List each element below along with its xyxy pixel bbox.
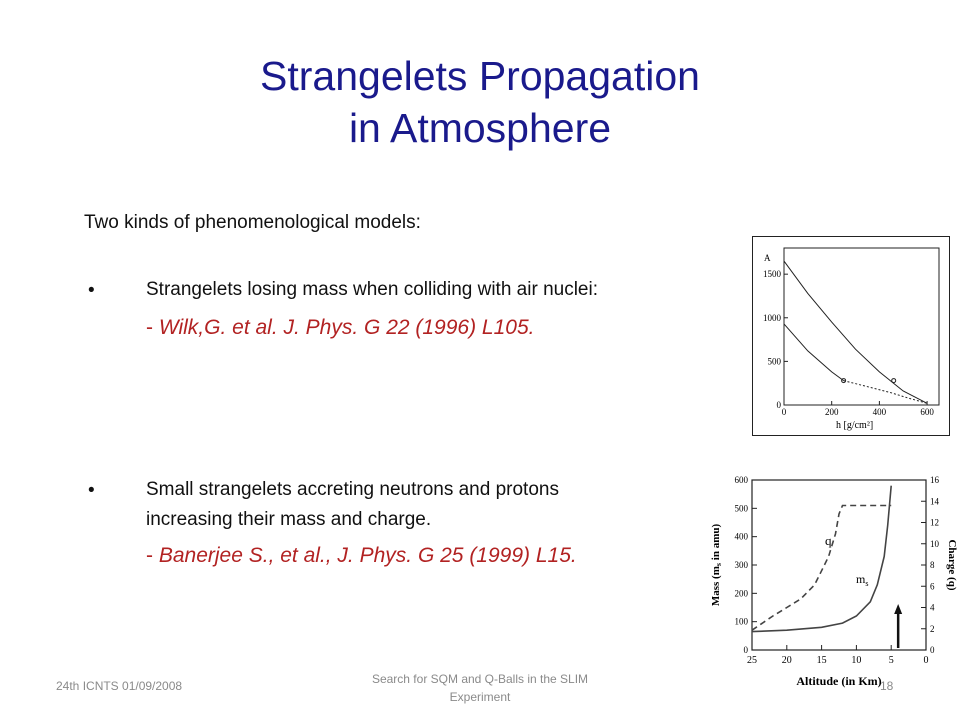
x-tick-label: 10 — [851, 655, 861, 666]
x-tick-label: 400 — [873, 407, 887, 417]
y-tick-label: 500 — [768, 356, 782, 366]
title-line-2: in Atmosphere — [348, 105, 612, 151]
y-tick-label: 600 — [735, 475, 749, 485]
chart-accretion: Altitude (in Km) Mass (ms in amu) Charge… — [710, 475, 958, 688]
arrow-head — [894, 604, 903, 614]
series-line-3 — [843, 380, 928, 404]
y-axis-label: A — [764, 253, 771, 263]
y-tick-label: 200 — [735, 588, 749, 598]
figure-mass-loss: A h [g/cm²] 0 200 400 600 0 500 1000 1500 — [752, 236, 950, 436]
y2-tick-label: 14 — [930, 496, 940, 506]
figure-accretion: Altitude (in Km) Mass (ms in amu) Charge… — [706, 466, 958, 696]
slide-title: Strangelets Propagation in Atmosphere — [150, 50, 810, 154]
y-axis-label: Mass (ms in amu) — [710, 524, 723, 607]
x-tick-label: 0 — [924, 655, 929, 666]
x-axis-label: Altitude (in Km) — [796, 674, 881, 688]
figure-border — [752, 236, 950, 436]
footer-title: Search for SQM and Q-Balls in the SLIM E… — [371, 672, 589, 704]
bullet-2-text: Small strangelets accreting neutrons and… — [146, 475, 559, 535]
y2-tick-label: 12 — [930, 518, 939, 528]
footer-date: 24th ICNTS 01/09/2008 — [56, 679, 183, 693]
reference-1-prefix: - — [146, 316, 159, 339]
intro-text: Two kinds of phenomenological models: — [84, 212, 421, 233]
bullet-marker-1: • — [88, 280, 95, 301]
plot-frame — [783, 247, 940, 406]
x-axis-label: h [g/cm²] — [836, 420, 873, 431]
x-tick-label: 0 — [782, 407, 787, 417]
y2-tick-label: 0 — [930, 645, 935, 655]
x-tick-label: 20 — [782, 655, 792, 666]
series-line-2 — [751, 485, 892, 633]
y-tick-label: 100 — [735, 617, 749, 627]
y2-tick-label: 16 — [930, 475, 940, 485]
footer-page-number: 18 — [880, 679, 894, 693]
x-tick-label: 5 — [889, 655, 894, 666]
y-tick-label: 400 — [735, 532, 749, 542]
series-line-2 — [783, 323, 844, 382]
data-marker — [841, 378, 847, 384]
reference-2-prefix: - — [146, 544, 159, 567]
y-tick-label: 1000 — [763, 313, 782, 323]
data-marker — [891, 378, 897, 384]
y-tick-label: 1500 — [763, 269, 782, 279]
x-tick-label: 25 — [747, 655, 757, 666]
x-tick-label: 200 — [825, 407, 839, 417]
series-label-ms: ms — [856, 572, 868, 588]
x-tick-label: 15 — [817, 655, 827, 666]
chart-mass-loss: A h [g/cm²] 0 200 400 600 0 500 1000 1500 — [752, 236, 950, 436]
reference-1-citation: Wilk,G. et al. J. Phys. G 22 (1996) L105… — [158, 316, 535, 339]
y2-tick-label: 6 — [930, 581, 935, 591]
reference-2: - Banerjee S., et al., J. Phys. G 25 (19… — [146, 544, 577, 568]
y2-axis-label: Charge (q) — [946, 539, 958, 590]
bullet-marker-2: • — [88, 480, 95, 501]
y-tick-label: 0 — [744, 645, 749, 655]
title-line-1: Strangelets Propagation — [260, 53, 700, 99]
bullet-2-line-2: increasing their mass and charge. — [146, 509, 432, 530]
bullet-2-line-1: Small strangelets accreting neutrons and… — [146, 479, 559, 500]
series-line-1 — [783, 260, 928, 404]
bullet-1-text: Strangelets losing mass when colliding w… — [146, 279, 599, 300]
series-line-1 — [751, 504, 892, 631]
y2-tick-label: 10 — [930, 539, 940, 549]
reference-2-citation: Banerjee S., et al., J. Phys. G 25 (1999… — [158, 544, 577, 567]
y-tick-label: 0 — [777, 400, 782, 410]
reference-1: - Wilk,G. et al. J. Phys. G 22 (1996) L1… — [146, 316, 534, 340]
y-tick-label: 300 — [735, 560, 749, 570]
y-tick-label: 500 — [735, 503, 749, 513]
y2-tick-label: 8 — [930, 560, 935, 570]
series-label-q: q — [825, 533, 832, 548]
y2-tick-label: 4 — [930, 603, 935, 613]
x-tick-label: 600 — [920, 407, 934, 417]
y2-tick-label: 2 — [930, 624, 935, 634]
